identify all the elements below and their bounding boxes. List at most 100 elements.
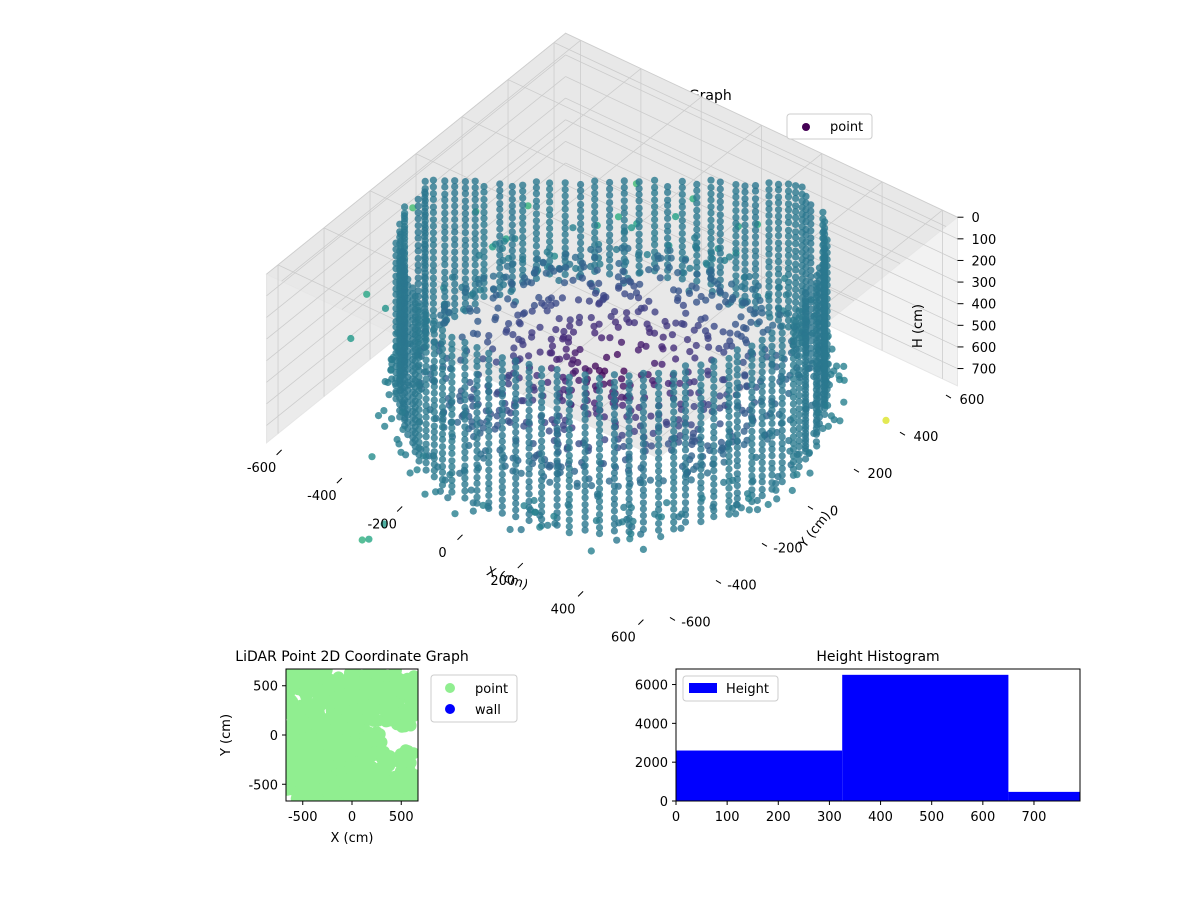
data-point-3d [473, 479, 481, 488]
data-point-3d [690, 326, 698, 334]
data-point-3d [538, 508, 546, 516]
data-point-3d [733, 404, 741, 412]
data-point-3d [453, 418, 462, 426]
data-point-3d [637, 530, 645, 538]
data-point-3d [498, 424, 506, 433]
data-point-3d [581, 468, 589, 476]
data-point-3d [639, 389, 648, 397]
data-point-3d [451, 510, 459, 518]
data-point-3d [732, 187, 740, 195]
data-point-3d [610, 442, 619, 450]
data-point-3d [778, 381, 786, 389]
data-point-3d [778, 426, 786, 434]
data-point-3d [733, 384, 741, 392]
grid-line [565, 54, 958, 240]
data-point-3d [774, 245, 783, 253]
data-point-3d [620, 189, 628, 197]
data-point-3d [587, 547, 595, 555]
y-tick-label-hist: 6000 [635, 679, 668, 694]
data-point-3d [640, 304, 649, 312]
data-point-3d [733, 352, 741, 360]
data-point-3d [802, 343, 810, 352]
data-point-3d [498, 450, 506, 458]
data-point-3d [471, 235, 479, 243]
data-point-3d [691, 354, 699, 362]
data-point-3d [485, 499, 493, 507]
data-point-3d [525, 426, 533, 434]
data-point-3d [765, 245, 773, 253]
data-point-3d [776, 311, 784, 319]
data-point-2d [386, 694, 399, 707]
data-point-3d [830, 367, 838, 375]
data-point-3d [758, 472, 766, 480]
data-point-3d [792, 292, 800, 300]
histogram-bars [676, 674, 1080, 801]
data-point-3d [768, 452, 776, 460]
histogram-bar [1008, 791, 1080, 801]
data-point-3d [429, 190, 437, 198]
x-tick-label-3d: 200 [490, 574, 515, 589]
data-point-3d [565, 373, 573, 381]
z-tick-label-3d: 400 [971, 298, 996, 313]
data-point-3d [670, 420, 678, 429]
data-point-3d [789, 439, 798, 447]
data-point-3d [655, 461, 663, 469]
data-point-3d [693, 298, 701, 306]
data-point-3d [480, 214, 488, 222]
data-point-3d [430, 357, 438, 365]
data-point-3d [606, 250, 614, 258]
data-point-3d [742, 325, 750, 333]
data-point-3d [421, 240, 429, 248]
data-point-3d [697, 505, 705, 513]
data-point-3d [710, 455, 718, 463]
data-point-3d [655, 480, 663, 488]
data-point-3d [469, 329, 477, 337]
data-point-3d [784, 239, 793, 247]
data-point-3d [485, 414, 493, 422]
data-point-3d [725, 394, 733, 402]
plot-frame-hist [675, 668, 1081, 802]
data-point-3d [595, 279, 603, 287]
data-point-3d [574, 296, 583, 304]
data-point-3d [627, 504, 635, 512]
data-point-3d [792, 233, 800, 241]
data-point-3d [639, 376, 648, 384]
data-point-3d [758, 394, 766, 402]
data-point-3d [546, 198, 554, 206]
data-point-3d [520, 281, 528, 289]
data-point-3d [480, 195, 488, 204]
data-point-3d [756, 296, 764, 304]
data-point-3d [473, 389, 481, 397]
data-point-3d [422, 466, 430, 474]
data-point-3d [538, 495, 546, 503]
data-point-3d [758, 433, 766, 441]
data-point-3d [422, 381, 430, 389]
data-point-3d [778, 452, 786, 460]
data-point-3d [789, 361, 798, 369]
data-point-3d [620, 177, 628, 185]
data-point-3d [401, 203, 409, 211]
data-point-3d [670, 434, 678, 442]
data-point-3d [451, 280, 459, 288]
data-point-3d [414, 202, 422, 210]
data-point-3d [571, 349, 579, 357]
data-point-3d [430, 454, 438, 462]
data-point-3d [795, 366, 803, 374]
data-point-3d [438, 370, 447, 378]
data-point-3d [473, 362, 481, 370]
data-point-3d [802, 390, 810, 398]
data-point-2d [389, 673, 402, 686]
data-point-2d [377, 693, 390, 706]
data-point-3d [802, 332, 810, 340]
data-point-3d [606, 237, 614, 245]
data-point-3d [498, 417, 506, 425]
data-point-3d [388, 415, 396, 423]
data-point-3d [664, 201, 672, 209]
data-point-3d [484, 338, 492, 346]
x-tick-label-hist: 100 [715, 810, 740, 825]
data-point-3d [768, 465, 776, 473]
data-point-3d [778, 439, 786, 447]
data-point-3d [807, 291, 815, 299]
scatter-3d-axes: LiDAR Point 3D Coordinate Graph -600-400… [247, 32, 996, 646]
data-point-3d [575, 319, 583, 327]
